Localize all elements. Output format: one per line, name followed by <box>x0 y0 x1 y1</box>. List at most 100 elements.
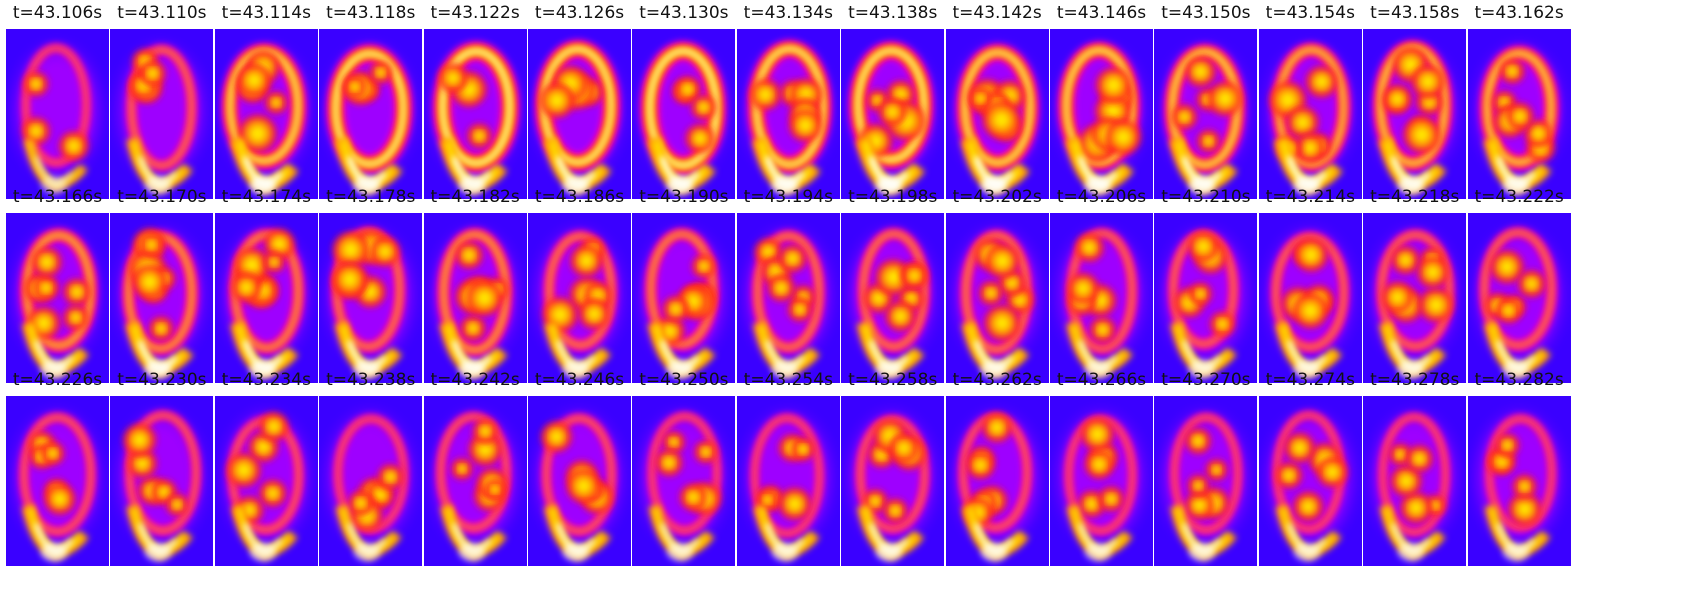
heatmap-image <box>1258 396 1362 566</box>
frame-time-label: t=43.230s <box>117 370 207 390</box>
heatmap-image <box>736 213 840 383</box>
frame-time-label: t=43.194s <box>743 187 833 207</box>
frame-time-label: t=43.238s <box>326 370 416 390</box>
heatmap-frame-15: t=43.162s <box>1467 0 1571 200</box>
frame-time-label: t=43.142s <box>952 3 1042 23</box>
frame-time-label: t=43.170s <box>117 187 207 207</box>
heatmap-image <box>736 396 840 566</box>
frame-time-label: t=43.126s <box>534 3 625 23</box>
frame-time-label: t=43.278s <box>1370 370 1460 390</box>
frame-time-label: t=43.150s <box>1161 3 1251 23</box>
heatmap-frame-19: t=43.178s <box>319 184 423 384</box>
heatmap-image <box>1050 213 1153 383</box>
frame-time-label: t=43.134s <box>743 3 833 23</box>
heatmap-image <box>1363 213 1467 383</box>
frame-time-label: t=43.234s <box>221 370 311 390</box>
heatmap-frame-7: t=43.130s <box>632 0 736 200</box>
heatmap-frame-41: t=43.266s <box>1050 367 1153 567</box>
heatmap-frame-1: t=43.106s <box>6 0 109 200</box>
heatmap-image <box>319 29 423 199</box>
heatmap-frame-14: t=43.158s <box>1363 0 1467 200</box>
heatmap-image <box>214 213 318 383</box>
heatmap-image <box>1467 396 1571 566</box>
heatmap-frame-13: t=43.154s <box>1258 0 1362 200</box>
heatmap-image <box>6 29 109 199</box>
heatmap-frame-28: t=43.214s <box>1258 184 1362 384</box>
heatmap-image <box>1154 29 1258 199</box>
heatmap-frame-11: t=43.146s <box>1050 0 1153 200</box>
heatmap-image <box>736 29 840 199</box>
heatmap-image <box>110 396 214 566</box>
heatmap-frame-3: t=43.114s <box>214 0 318 200</box>
heatmap-frame-23: t=43.194s <box>736 184 840 384</box>
heatmap-frame-25: t=43.202s <box>945 184 1049 384</box>
heatmap-frame-20: t=43.182s <box>423 184 527 384</box>
frame-time-label: t=43.226s <box>12 370 103 390</box>
frame-time-label: t=43.262s <box>952 370 1042 390</box>
heatmap-frame-29: t=43.218s <box>1363 184 1467 384</box>
frame-time-label: t=43.138s <box>848 3 938 23</box>
heatmap-frame-9: t=43.138s <box>841 0 945 200</box>
heatmap-frame-36: t=43.246s <box>528 367 631 567</box>
heatmap-frame-21: t=43.186s <box>528 184 631 384</box>
heatmap-image <box>945 396 1049 566</box>
heatmap-frame-39: t=43.258s <box>841 367 945 567</box>
heatmap-frame-44: t=43.278s <box>1363 367 1467 567</box>
heatmap-frame-10: t=43.142s <box>945 0 1049 200</box>
heatmap-frame-43: t=43.274s <box>1258 367 1362 567</box>
frame-time-label: t=43.214s <box>1265 187 1355 207</box>
heatmap-image <box>319 213 423 383</box>
heatmap-image <box>319 396 423 566</box>
frame-time-label: t=43.258s <box>848 370 938 390</box>
heatmap-frame-26: t=43.206s <box>1050 184 1153 384</box>
heatmap-frame-27: t=43.210s <box>1154 184 1258 384</box>
heatmap-frame-45: t=43.282s <box>1467 367 1571 567</box>
heatmap-image <box>632 213 736 383</box>
heatmap-image <box>1050 29 1153 199</box>
frame-time-label: t=43.114s <box>221 3 311 23</box>
heatmap-frame-24: t=43.198s <box>841 184 945 384</box>
heatmap-image <box>6 213 109 383</box>
heatmap-frame-18: t=43.174s <box>214 184 318 384</box>
heatmap-image <box>214 29 318 199</box>
frame-time-label: t=43.162s <box>1474 3 1564 23</box>
frame-time-label: t=43.130s <box>639 3 729 23</box>
heatmap-frame-38: t=43.254s <box>736 367 840 567</box>
frame-time-label: t=43.190s <box>639 187 729 207</box>
heatmap-image <box>1050 396 1153 566</box>
heatmap-frame-40: t=43.262s <box>945 367 1049 567</box>
heatmap-image <box>528 396 631 566</box>
heatmap-image <box>423 29 527 199</box>
frame-time-label: t=43.198s <box>848 187 938 207</box>
heatmap-image <box>945 213 1049 383</box>
heatmap-frame-2: t=43.110s <box>110 0 214 200</box>
heatmap-image <box>1258 213 1362 383</box>
heatmap-frame-34: t=43.238s <box>319 367 423 567</box>
heatmap-image <box>1363 396 1467 566</box>
heatmap-image <box>1467 213 1571 383</box>
frame-time-label: t=43.118s <box>326 3 416 23</box>
heatmap-image <box>110 213 214 383</box>
heatmap-image <box>6 396 109 566</box>
frame-time-label: t=43.174s <box>221 187 311 207</box>
frame-time-label: t=43.122s <box>430 3 520 23</box>
heatmap-image <box>632 29 736 199</box>
heatmap-frame-42: t=43.270s <box>1154 367 1258 567</box>
frame-time-label: t=43.282s <box>1474 370 1564 390</box>
heatmap-image <box>1467 29 1571 199</box>
frame-time-label: t=43.210s <box>1161 187 1251 207</box>
heatmap-image <box>528 213 631 383</box>
heatmap-frame-33: t=43.234s <box>214 367 318 567</box>
frame-time-label: t=43.106s <box>12 3 103 23</box>
heatmap-image <box>632 396 736 566</box>
heatmap-frame-37: t=43.250s <box>632 367 736 567</box>
heatmap-frame-8: t=43.134s <box>736 0 840 200</box>
heatmap-image <box>1258 29 1362 199</box>
frame-time-label: t=43.146s <box>1056 3 1147 23</box>
heatmap-image <box>1154 213 1258 383</box>
frame-time-label: t=43.186s <box>534 187 625 207</box>
frame-time-label: t=43.246s <box>534 370 625 390</box>
frame-time-label: t=43.166s <box>12 187 103 207</box>
heatmap-image <box>1154 396 1258 566</box>
heatmap-image <box>841 396 945 566</box>
